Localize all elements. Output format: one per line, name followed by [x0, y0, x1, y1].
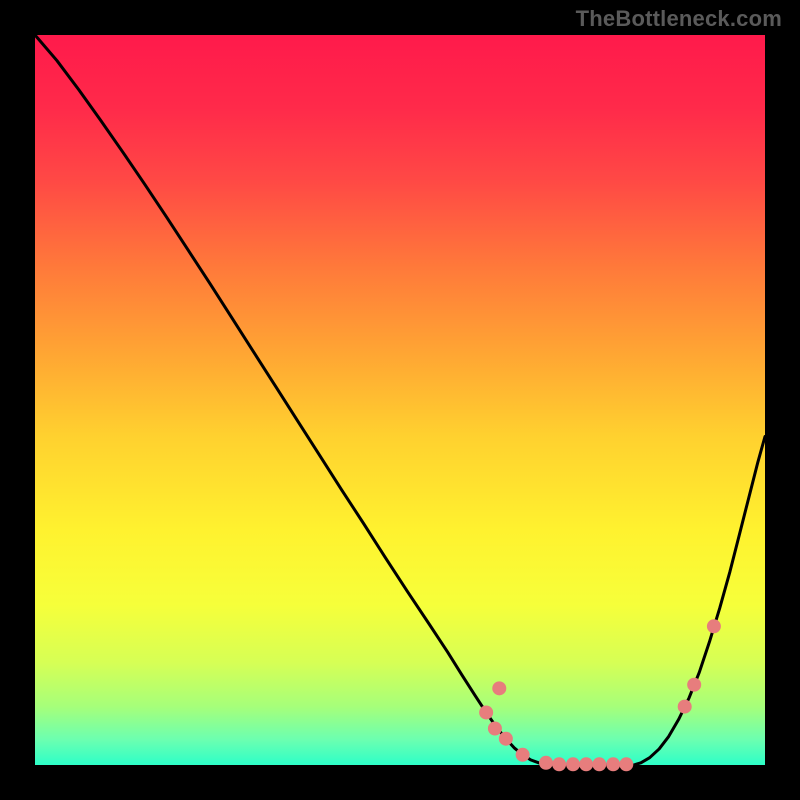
data-marker — [499, 732, 513, 746]
data-marker — [516, 748, 530, 762]
data-marker — [678, 700, 692, 714]
data-marker — [707, 619, 721, 633]
chart-container: TheBottleneck.com — [0, 0, 800, 800]
data-marker — [606, 757, 620, 771]
data-marker — [479, 705, 493, 719]
bottleneck-chart — [0, 0, 800, 800]
data-marker — [552, 757, 566, 771]
data-marker — [488, 722, 502, 736]
data-marker — [592, 757, 606, 771]
data-marker — [539, 756, 553, 770]
data-marker — [619, 757, 633, 771]
data-marker — [492, 681, 506, 695]
plot-background — [35, 35, 765, 765]
data-marker — [687, 678, 701, 692]
data-marker — [579, 757, 593, 771]
watermark-text: TheBottleneck.com — [576, 6, 782, 32]
data-marker — [566, 757, 580, 771]
